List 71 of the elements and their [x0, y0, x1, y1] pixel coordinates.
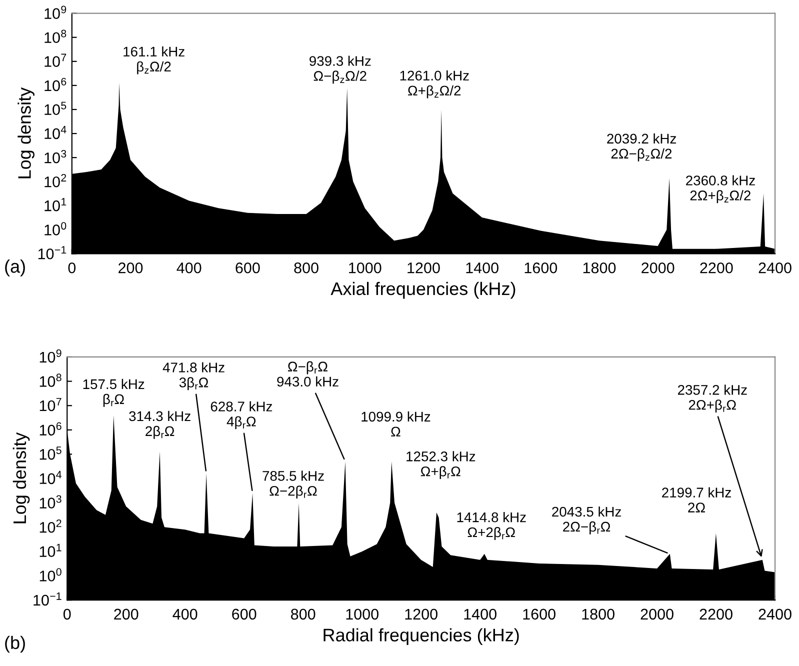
y-tick-label: 10$^{7}$ — [40, 398, 62, 412]
annotation: 314.3 kHz 2β$_{r}$Ω — [129, 410, 190, 439]
y-tick-label: 10$^{−1}$ — [34, 592, 62, 606]
y-tick-label: 10$^{−1}$ — [38, 246, 66, 260]
y-tick-label: 10$^{6}$ — [40, 422, 62, 436]
annotation: 1261.0 kHz Ω+β$_{z}$Ω/2 — [400, 70, 469, 98]
y-tick-label: 10$^{5}$ — [40, 446, 62, 460]
x-tick-label: 2000 — [642, 262, 674, 274]
y-axis-title: Log density — [18, 87, 34, 178]
x-tick-label: 1200 — [405, 608, 438, 620]
y-tick-label: 10$^{9}$ — [44, 6, 66, 19]
y-tick-label: 10$^{6}$ — [44, 78, 66, 92]
x-tick-label: 200 — [118, 262, 143, 274]
x-tick-label: 400 — [176, 262, 202, 274]
y-tick-label: 10$^{4}$ — [44, 126, 66, 140]
x-axis-title: Axial frequencies (kHz) — [330, 282, 516, 299]
x-tick-label: 2400 — [758, 608, 792, 620]
annotation: 471.8 kHz 3β$_{r}$Ω — [162, 362, 224, 390]
y-tick-label: 10$^{5}$ — [44, 102, 66, 116]
x-tick-label: 1400 — [464, 608, 496, 620]
x-tick-label: 1400 — [466, 262, 498, 274]
x-tick-label: 2400 — [758, 262, 792, 274]
y-tick-label: 10$^{0}$ — [44, 222, 66, 236]
x-tick-label: 600 — [236, 262, 260, 274]
x-tick-label: 1600 — [523, 608, 556, 620]
x-tick-label: 1800 — [582, 608, 614, 620]
annotation: 1252.3 kHz Ω+β$_{r}$Ω — [406, 451, 476, 480]
x-tick-label: 1800 — [583, 262, 616, 274]
x-tick-label: 1000 — [346, 608, 378, 620]
y-tick-label: 10$^{3}$ — [40, 495, 62, 508]
annotation: Ω−β$_{r}$Ω 943.0 kHz — [277, 361, 338, 387]
y-tick-label: 10$^{7}$ — [44, 54, 66, 67]
x-tick-label: 800 — [291, 608, 316, 620]
annotation: 161.1 kHz β$_{z}$Ω/2 — [124, 46, 184, 74]
annotation: 1414.8 kHz Ω+2β$_{r}$Ω — [457, 512, 526, 540]
x-tick-label: 2200 — [700, 608, 732, 620]
annotation: 2357.2 kHz 2Ω+β$_{r}$Ω — [678, 384, 747, 413]
annotation: 2199.7 kHz 2Ω — [662, 487, 731, 512]
x-tick-label: 2000 — [640, 608, 674, 620]
x-tick-label: 800 — [294, 262, 318, 274]
x-tick-label: 1200 — [408, 262, 440, 274]
annotation: 2039.2 kHz 2Ω−β$_{z}$Ω/2 — [607, 133, 676, 162]
y-tick-label: 10$^{0}$ — [40, 568, 62, 582]
y-tick-label: 10$^{4}$ — [40, 470, 62, 484]
y-tick-label: 10$^{2}$ — [40, 520, 62, 533]
x-tick-label: 0 — [63, 608, 71, 620]
y-tick-label: 10$^{1}$ — [44, 198, 66, 212]
y-tick-label: 10$^{8}$ — [44, 30, 66, 44]
y-tick-label: 10$^{9}$ — [40, 349, 62, 363]
annotation: 2360.8 kHz 2Ω+β$_{z}$Ω/2 — [686, 175, 755, 204]
annotation: 2043.5 kHz 2Ω−β$_{r}$Ω — [552, 506, 621, 534]
y-tick-label: 10$^{1}$ — [40, 544, 62, 557]
annotation: 785.5 kHz Ω−2β$_{r}$Ω — [262, 470, 324, 499]
x-axis-title: Radial frequencies (kHz) — [324, 628, 519, 646]
y-tick-label: 10$^{3}$ — [44, 150, 66, 164]
annotation: 1099.9 kHz Ω — [362, 411, 430, 436]
annotation: 939.3 kHz Ω−β$_{z}$Ω/2 — [310, 56, 371, 84]
y-tick-label: 10$^{2}$ — [44, 174, 66, 188]
x-tick-label: 400 — [172, 608, 198, 620]
y-tick-label: 10$^{8}$ — [40, 374, 62, 387]
text: (b) — [5, 636, 25, 653]
x-tick-label: 1000 — [349, 262, 382, 274]
x-tick-label: 600 — [232, 608, 256, 620]
x-tick-label: 200 — [114, 608, 138, 620]
annotation: 628.7 kHz 4β$_{r}$Ω — [210, 401, 272, 430]
y-axis-title: Log density — [12, 432, 30, 524]
x-tick-label: 1600 — [524, 262, 558, 274]
x-tick-label: 2200 — [700, 262, 733, 274]
x-tick-label: 0 — [68, 262, 76, 274]
annotation: 157.5 kHz β$_{r}$Ω — [83, 378, 144, 407]
text: (a) — [5, 260, 25, 276]
